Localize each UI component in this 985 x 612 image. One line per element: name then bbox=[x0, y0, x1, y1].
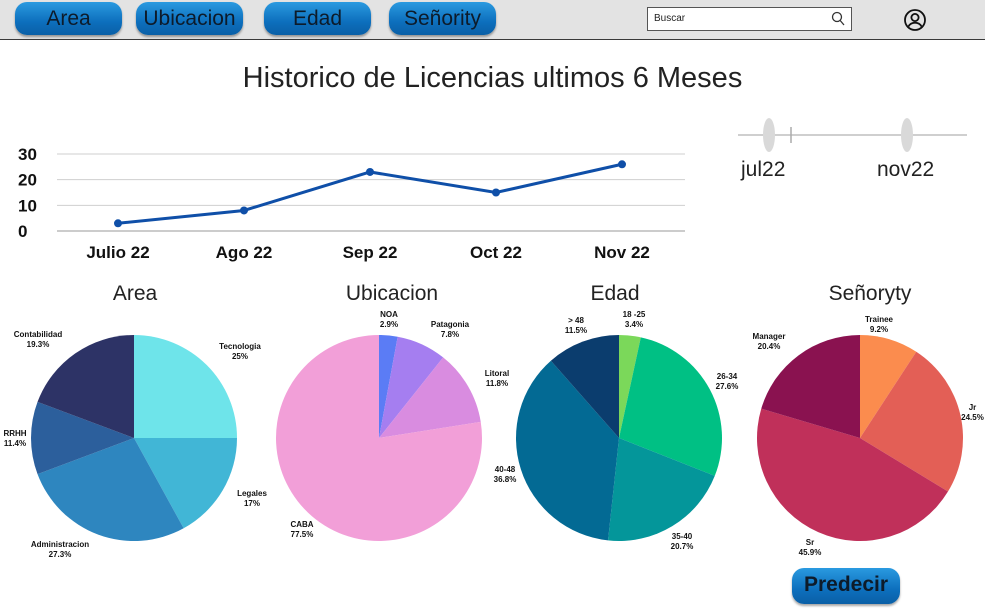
x-tick-label: Julio 22 bbox=[86, 243, 149, 262]
pie-label: Manager 20.4% bbox=[752, 332, 786, 351]
pie-label: Legales 17% bbox=[237, 489, 267, 508]
pie-slice bbox=[757, 408, 948, 541]
search-input[interactable]: Buscar bbox=[647, 7, 852, 31]
data-point bbox=[240, 206, 248, 215]
y-tick-label: 10 bbox=[18, 196, 37, 215]
pie-slice bbox=[550, 335, 619, 438]
pie-slice bbox=[619, 337, 722, 476]
pie-slice bbox=[860, 335, 917, 438]
edad-pie-chart bbox=[516, 335, 722, 541]
slider-end-handle[interactable] bbox=[901, 118, 913, 152]
search-icon[interactable] bbox=[831, 11, 845, 27]
predecir-button[interactable]: Predecir bbox=[792, 568, 900, 604]
x-tick-label: Nov 22 bbox=[594, 243, 650, 262]
y-tick-label: 30 bbox=[18, 145, 37, 164]
pie-label: > 48 11.5% bbox=[564, 316, 588, 335]
pie-slice bbox=[379, 357, 481, 438]
date-range-slider[interactable] bbox=[735, 115, 970, 195]
data-point bbox=[366, 167, 374, 176]
pie-label: 35-40 20.7% bbox=[670, 532, 694, 551]
search-placeholder: Buscar bbox=[654, 13, 686, 24]
pie-label: 18 -25 3.4% bbox=[622, 310, 646, 329]
pie-slice bbox=[379, 335, 398, 438]
top-bar: Area Ubicacion Edad Señority Buscar bbox=[0, 0, 985, 40]
pie-title-ubicacion: Ubicacion bbox=[345, 282, 439, 305]
x-tick-label: Oct 22 bbox=[470, 243, 522, 262]
pie-slice bbox=[30, 401, 134, 475]
pie-label: Tecnologia 25% bbox=[219, 342, 261, 361]
x-tick-label: Sep 22 bbox=[343, 243, 398, 262]
pie-slice bbox=[516, 360, 619, 541]
area-filter-button[interactable]: Area bbox=[15, 2, 122, 35]
area-pie-chart bbox=[30, 335, 237, 541]
pie-label: CABA 77.5% bbox=[290, 520, 314, 539]
y-tick-label: 20 bbox=[18, 171, 37, 190]
pie-label: 26-34 27.6% bbox=[715, 372, 739, 391]
pie-label: Sr 45.9% bbox=[798, 538, 822, 557]
pie-slice bbox=[134, 438, 237, 529]
data-point bbox=[492, 188, 500, 197]
pie-label: NOA 2.9% bbox=[379, 310, 399, 329]
pie-slice bbox=[37, 335, 134, 438]
pie-slice bbox=[619, 335, 641, 438]
pie-slice bbox=[761, 335, 860, 438]
pie-slice bbox=[134, 335, 237, 438]
pie-slice bbox=[276, 335, 482, 541]
pie-label: Litoral 11.8% bbox=[484, 369, 510, 388]
slider-start-label: jul22 bbox=[741, 158, 786, 181]
page-title: Historico de Licencias ultimos 6 Meses bbox=[242, 62, 743, 94]
ubicacion-filter-button[interactable]: Ubicacion bbox=[136, 2, 243, 35]
pie-slice bbox=[379, 336, 444, 438]
pie-slice bbox=[37, 438, 184, 541]
pie-label: Administracion 27.3% bbox=[30, 540, 90, 559]
pie-label: Jr 24.5% bbox=[961, 403, 984, 422]
ubicacion-pie-chart bbox=[276, 335, 482, 541]
pie-label: RRHH 11.4% bbox=[3, 429, 27, 448]
data-point bbox=[114, 219, 122, 228]
pie-label: Patagonia 7.8% bbox=[430, 320, 470, 339]
pie-slice bbox=[608, 438, 715, 541]
pie-label: 40-48 36.8% bbox=[493, 465, 517, 484]
pie-title-edad: Edad bbox=[590, 282, 640, 305]
pie-slice bbox=[860, 351, 963, 492]
pie-title-area: Area bbox=[112, 282, 158, 305]
x-tick-label: Ago 22 bbox=[216, 243, 273, 262]
pie-label: Trainee 9.2% bbox=[864, 315, 893, 334]
senoryty-pie-chart bbox=[757, 335, 963, 541]
line-chart: 0 10 20 30 Julio 22 Ago 22 Sep 22 Oct 22 Nov 22 bbox=[18, 145, 685, 262]
senority-filter-button[interactable]: Señority bbox=[389, 2, 496, 35]
user-icon[interactable] bbox=[903, 8, 927, 32]
data-point bbox=[618, 160, 626, 169]
pie-title-senoryty: Señoryty bbox=[828, 282, 912, 305]
y-tick-label: 0 bbox=[18, 222, 27, 241]
slider-start-handle[interactable] bbox=[763, 118, 775, 152]
edad-filter-button[interactable]: Edad bbox=[264, 2, 371, 35]
pie-label: Contabilidad 19.3% bbox=[13, 330, 63, 349]
slider-end-label: nov22 bbox=[877, 158, 935, 181]
